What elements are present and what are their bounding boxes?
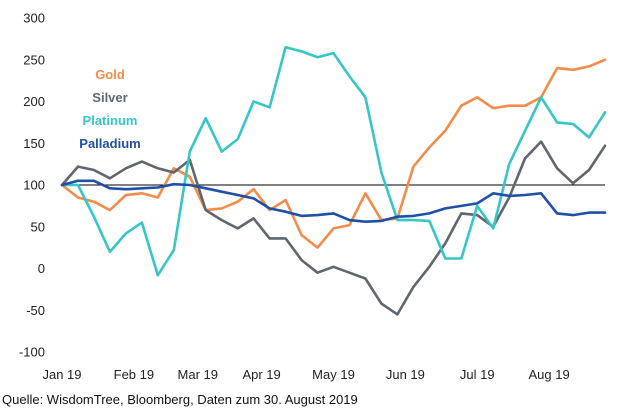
series-line-palladium xyxy=(60,179,607,223)
y-tick-label: -100 xyxy=(19,345,45,360)
x-tick-label: Feb 19 xyxy=(114,367,154,382)
x-tick-label: Apr 19 xyxy=(242,367,280,382)
x-tick-label: Jan 19 xyxy=(42,367,81,382)
y-tick-label: 100 xyxy=(23,178,45,193)
x-tick-label: Jul 19 xyxy=(460,367,495,382)
series-line-silver xyxy=(60,140,607,316)
x-tick-label: Jun 19 xyxy=(386,367,425,382)
y-tick-label: 300 xyxy=(23,11,45,26)
y-tick-label: 200 xyxy=(23,94,45,109)
series-line-gold xyxy=(60,58,607,249)
y-tick-label: 50 xyxy=(31,219,45,234)
legend-label-gold: Gold xyxy=(95,67,125,82)
x-tick-label: May 19 xyxy=(312,367,355,382)
legend: Gold Silver Platinum Palladium xyxy=(79,67,140,151)
series-line-platinum xyxy=(60,45,607,277)
legend-label-platinum: Platinum xyxy=(83,113,138,128)
x-tick-label: Mar 19 xyxy=(178,367,218,382)
y-tick-label: 0 xyxy=(38,261,45,276)
legend-label-silver: Silver xyxy=(92,90,127,105)
legend-label-palladium: Palladium xyxy=(79,136,140,151)
x-tick-label: Aug 19 xyxy=(529,367,570,382)
source-note: Quelle: WisdomTree, Bloomberg, Daten zum… xyxy=(2,392,358,407)
y-tick-label: 150 xyxy=(23,136,45,151)
line-chart: -100 -50 0 50 100 150 200 250 300 Jan 19 Feb 19 Ma… xyxy=(19,11,607,382)
y-tick-label: 250 xyxy=(23,52,45,67)
x-axis-ticks: Jan 19 Feb 19 Mar 19 Apr 19 May 19 Jun 19 Jul … xyxy=(42,367,569,382)
y-tick-label: -50 xyxy=(26,303,45,318)
series-lines xyxy=(60,45,607,316)
y-axis-ticks: -100 -50 0 50 100 150 200 250 300 xyxy=(19,11,45,360)
